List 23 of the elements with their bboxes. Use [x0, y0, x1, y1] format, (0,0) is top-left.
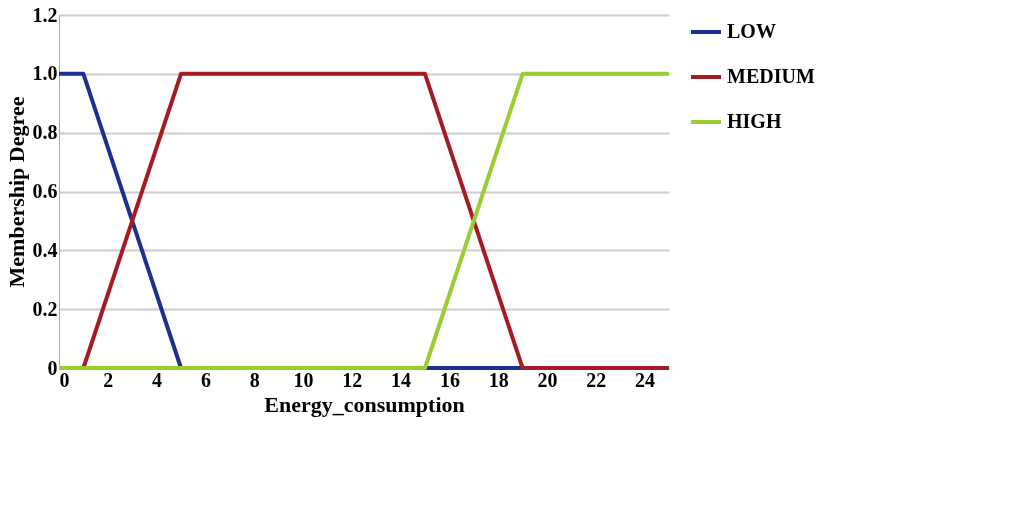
- x-tick-label: 18: [488, 368, 509, 391]
- x-tick-label: 16: [439, 368, 460, 391]
- y-tick-label: 0.2: [32, 297, 58, 320]
- x-tick-label: 20: [537, 368, 558, 391]
- y-axis-title: Membership Degree: [3, 96, 29, 288]
- y-tick-label: 0.8: [32, 121, 58, 144]
- legend-label: LOW: [727, 20, 776, 42]
- x-tick-label: 12: [342, 368, 363, 391]
- legend-label: MEDIUM: [727, 65, 815, 87]
- x-tick-label: 2: [103, 368, 114, 391]
- y-tick-label: 1.2: [32, 3, 58, 26]
- x-tick-label: 22: [586, 368, 607, 391]
- legend-label: HIGH: [727, 110, 782, 132]
- x-tick-label: 6: [200, 368, 211, 391]
- x-tick-label: 4: [152, 368, 163, 391]
- x-tick-label: 14: [391, 368, 412, 391]
- y-tick-label: 0.6: [32, 180, 58, 202]
- x-tick-label: 10: [293, 368, 314, 391]
- x-tick-label: 8: [249, 368, 260, 391]
- x-tick-label: 24: [635, 368, 656, 391]
- y-tick-label: 1.0: [32, 62, 58, 85]
- x-axis-title: Energy_consumption: [264, 391, 465, 417]
- y-tick-label: 0.4: [32, 238, 58, 261]
